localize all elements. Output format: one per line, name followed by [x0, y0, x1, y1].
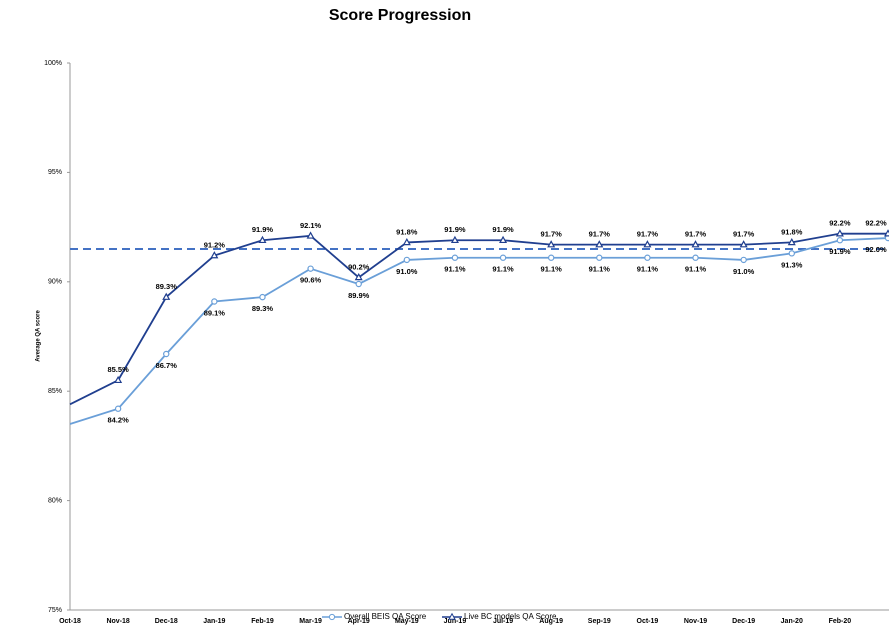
y-tick-label: 75% — [48, 607, 62, 614]
marker — [211, 298, 218, 305]
marker — [163, 350, 170, 358]
series-line — [69, 237, 889, 425]
x-tick-label: Jul-19 — [493, 618, 513, 625]
data-label: 91.1% — [685, 265, 707, 274]
marker — [547, 254, 555, 261]
data-label: 91.8% — [781, 227, 803, 236]
data-label: 91.0% — [396, 267, 418, 276]
data-label: 91.8% — [396, 227, 418, 236]
x-tick-label: Jan-19 — [203, 618, 225, 625]
y-tick-label: 80% — [48, 497, 62, 504]
x-tick-label: Mar-19 — [299, 618, 322, 625]
legend-marker — [328, 613, 336, 621]
x-tick-label: Feb-19 — [251, 618, 274, 625]
data-label: 91.3% — [781, 260, 803, 269]
marker — [114, 405, 122, 412]
data-label: 91.9% — [492, 225, 514, 234]
marker — [403, 256, 411, 264]
data-label: 91.1% — [444, 265, 466, 274]
data-label: 91.9% — [444, 225, 466, 234]
data-label: 91.7% — [541, 230, 563, 239]
x-tick-label: Sep-19 — [588, 618, 611, 625]
x-tick-label: Oct-18 — [59, 618, 81, 625]
data-label: 92.1% — [300, 221, 322, 230]
data-label: 86.7% — [156, 361, 178, 370]
marker — [162, 292, 171, 300]
legend-label: Live BC models QA Score — [464, 612, 557, 621]
data-label: 91.7% — [589, 230, 611, 239]
data-label: 90.2% — [348, 262, 370, 271]
data-label: 91.0% — [733, 267, 755, 276]
data-label: 92.0% — [865, 245, 887, 254]
series-line — [69, 232, 888, 406]
data-label: 91.1% — [492, 265, 514, 274]
marker — [644, 254, 651, 261]
marker — [258, 235, 267, 244]
y-tick-label: 100% — [44, 60, 62, 67]
marker — [596, 254, 603, 261]
data-label: 89.1% — [204, 308, 226, 317]
data-label: 91.7% — [637, 230, 659, 239]
data-label: 91.2% — [204, 241, 226, 250]
x-tick-label: May-19 — [395, 618, 419, 625]
x-tick-label: Aug-19 — [539, 618, 563, 625]
data-label: 85.5% — [107, 365, 129, 374]
marker — [354, 272, 363, 281]
marker — [499, 235, 508, 244]
marker — [114, 375, 123, 384]
marker — [306, 231, 315, 239]
marker — [547, 240, 556, 248]
marker — [643, 240, 652, 248]
data-label: 91.7% — [733, 230, 755, 239]
marker — [788, 250, 795, 257]
marker — [691, 240, 700, 248]
x-tick-label: Nov-18 — [106, 618, 129, 625]
marker — [836, 237, 844, 244]
x-tick-label: Apr-19 — [348, 618, 370, 625]
data-label: 89.3% — [156, 282, 178, 291]
y-tick-label: 90% — [48, 279, 62, 286]
data-label: 91.9% — [829, 247, 851, 256]
data-label: 90.6% — [300, 276, 322, 285]
marker — [835, 229, 844, 237]
x-tick-label: Dec-18 — [155, 618, 178, 625]
marker — [307, 265, 314, 272]
marker — [740, 256, 747, 264]
data-label: 91.1% — [541, 265, 563, 274]
marker — [787, 237, 796, 246]
y-tick-label: 95% — [48, 169, 62, 176]
data-label: 89.3% — [252, 304, 274, 313]
x-tick-label: Jun-19 — [444, 618, 467, 625]
data-label: 91.1% — [589, 265, 611, 274]
marker — [692, 254, 699, 261]
x-tick-label: Jan-20 — [781, 618, 803, 625]
data-label: 91.9% — [252, 225, 274, 234]
y-axis-label: Average QA score — [36, 310, 42, 362]
data-label: 84.2% — [107, 416, 129, 425]
x-tick-label: Feb-20 — [829, 618, 852, 625]
data-label: 91.1% — [637, 265, 659, 274]
legend-label: Overall BEIS QA Score — [344, 612, 427, 621]
x-tick-label: Oct-19 — [637, 618, 659, 625]
marker — [595, 240, 604, 248]
marker — [210, 251, 219, 259]
chart-title: Score Progression — [329, 7, 471, 24]
data-label: 89.9% — [348, 291, 370, 300]
y-tick-label: 85% — [48, 388, 62, 395]
marker — [259, 293, 266, 301]
marker — [450, 235, 459, 244]
marker — [739, 240, 748, 248]
x-tick-label: Dec-19 — [732, 618, 755, 625]
marker — [402, 237, 411, 246]
data-label: 92.2% — [829, 219, 851, 228]
x-tick-label: Nov-19 — [684, 618, 707, 625]
data-label: 91.7% — [685, 230, 707, 239]
marker — [355, 280, 362, 288]
data-label: 92.2% — [865, 219, 887, 228]
legend-marker — [448, 612, 456, 620]
marker — [499, 254, 507, 261]
marker — [451, 254, 459, 261]
marker — [883, 229, 889, 237]
